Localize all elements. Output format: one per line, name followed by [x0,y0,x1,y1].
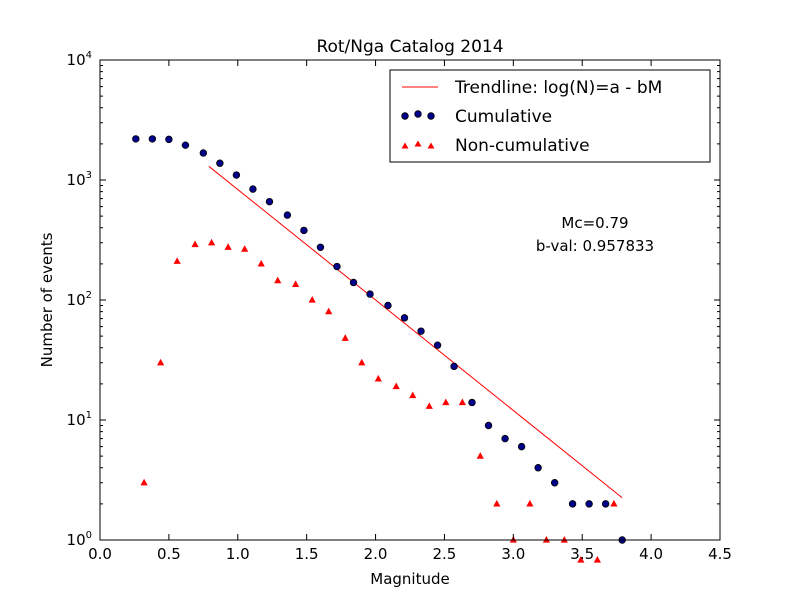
legend-noncumulative-swatch [401,140,435,149]
cumulative-point [216,159,224,167]
annotation-bval: b-val: 0.957833 [536,237,654,255]
noncumulative-point [392,382,400,390]
cumulative-point [450,362,458,371]
cumulative-point [366,290,374,298]
cumulative-point [148,135,157,143]
cumulative-point [300,226,308,235]
cumulative-point [585,500,593,508]
noncumulative-point [208,238,216,246]
noncumulative-point [577,556,585,563]
cumulative-point [181,141,190,149]
x-axis-label: Magnitude [370,570,449,588]
x-tick-label: 4.5 [708,545,732,563]
noncumulative-point [173,257,181,264]
cumulative-point [384,301,392,310]
x-axis: 0.0 0.5 1.0 1.5 2.0 2.5 3.0 3.5 4.0 4.5 [88,60,732,563]
cumulative-point [333,262,341,271]
cumulative-point [165,135,173,144]
chart-title: Rot/Nga Catalog 2014 [316,37,503,57]
y-tick-label: 103 [67,170,92,189]
y-axis: 100 101 102 103 104 [67,50,720,549]
noncumulative-point [274,276,282,284]
legend-label-cumulative: Cumulative [455,107,552,127]
cumulative-point [601,500,610,508]
cumulative-point [417,327,425,335]
noncumulative-point [476,452,484,459]
y-tick-label: 100 [67,530,92,549]
cumulative-point [534,464,542,472]
noncumulative-point [341,334,349,341]
noncumulative-point [526,499,534,507]
trendline [208,165,623,499]
x-tick-label: 3.0 [501,545,525,563]
noncumulative-point [140,478,148,486]
cumulative-point [132,135,140,143]
x-tick-label: 1.5 [295,545,319,563]
cumulative-point [316,243,325,251]
x-tick-label: 2.0 [364,545,388,563]
cumulative-point [517,442,526,451]
noncumulative-point [308,296,316,303]
noncumulative-point [292,280,300,287]
cumulative-point [349,278,358,287]
cumulative-point [283,211,292,219]
x-tick-label: 4.0 [639,545,663,563]
cumulative-point [400,314,409,322]
x-tick-label: 3.5 [570,545,594,563]
noncumulative-point [542,536,550,543]
noncumulative-point [493,499,501,507]
cumulative-point [199,149,208,157]
x-tick-label: 1.0 [226,545,250,563]
cumulative-point [265,197,274,206]
noncumulative-point [157,358,165,366]
cumulative-point [232,171,241,179]
annotation-mc: Mc=0.79 [561,214,628,232]
noncumulative-point [257,259,265,267]
x-tick-label: 0.5 [157,545,181,563]
noncumulative-point [409,391,417,399]
noncumulative-point [358,358,366,366]
annotation-block: Mc=0.79 b-val: 0.957833 [536,214,654,255]
noncumulative-point [442,398,450,406]
legend-label-noncumulative: Non-cumulative [455,136,590,156]
noncumulative-point [191,240,199,248]
noncumulative-point [458,398,466,406]
legend-cumulative-swatch [401,110,435,120]
y-tick-label: 104 [67,50,92,69]
x-tick-label: 0.0 [88,545,112,563]
noncumulative-point [425,402,433,409]
cumulative-point [568,500,577,508]
x-tick-label: 2.5 [433,545,457,563]
noncumulative-point [325,307,333,315]
noncumulative-point [560,536,568,543]
cumulative-point [550,479,559,487]
legend-label-trendline: Trendline: log(N)=a - bM [454,78,662,98]
y-tick-label: 101 [67,410,92,429]
cumulative-point [484,421,493,430]
y-axis-label: Number of events [38,232,56,367]
noncumulative-point [610,499,618,507]
cumulative-point [501,434,509,443]
noncumulative-point [224,243,232,250]
y-tick-label: 102 [67,290,92,309]
legend: Trendline: log(N)=a - bM Cumulative Non-… [389,69,711,163]
cumulative-point [433,341,442,349]
noncumulative-point [241,245,249,252]
cumulative-point [468,398,476,407]
noncumulative-point [593,556,601,563]
cumulative-point [249,185,257,193]
noncumulative-point [374,374,382,382]
legend-box [389,69,711,163]
